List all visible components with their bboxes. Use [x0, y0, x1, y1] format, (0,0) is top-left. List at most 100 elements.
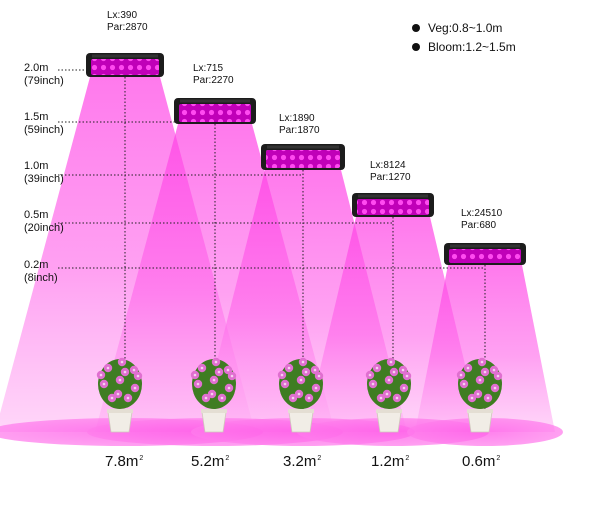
light-reading: Lx:1890 Par:1870	[279, 113, 320, 137]
plants	[96, 357, 503, 433]
led-array	[266, 150, 340, 168]
light-reading: Lx:390 Par:2870	[107, 10, 148, 34]
height-meters: 2.0m	[24, 62, 49, 74]
flower-center	[402, 386, 406, 390]
flower-center	[123, 370, 127, 374]
flower-center	[280, 373, 284, 377]
potted-plant	[96, 357, 143, 433]
plant-pot	[107, 411, 133, 433]
plant-pot	[467, 411, 493, 433]
coverage-area: 1.2m2	[371, 453, 409, 470]
flower-center	[132, 368, 136, 372]
par-value: Par:1870	[279, 125, 320, 136]
bullet-icon	[412, 24, 420, 32]
flower-center	[314, 386, 318, 390]
height-meters: 0.2m	[24, 259, 49, 271]
flower-center	[200, 366, 204, 370]
lamp-vent	[450, 244, 520, 248]
flower-center	[371, 382, 375, 386]
lamps	[86, 53, 526, 265]
coverage-area: 0.6m2	[462, 453, 500, 470]
flower-center	[133, 386, 137, 390]
flower-center	[470, 396, 474, 400]
area-unit: 2	[225, 455, 230, 462]
light-reading: Lx:24510 Par:680	[461, 208, 502, 232]
lamp-vent	[267, 145, 339, 149]
flower-center	[368, 373, 372, 377]
flower-center	[462, 382, 466, 386]
height-label: 1.5m (59inch)	[24, 111, 64, 137]
lamp-vent	[92, 54, 158, 58]
coverage-area: 3.2m2	[283, 453, 321, 470]
lux-value: Lx:390	[107, 10, 138, 21]
flower-center	[120, 360, 124, 364]
flower-center	[291, 396, 295, 400]
flower-center	[106, 366, 110, 370]
area-value: 5.2m	[191, 453, 225, 470]
flower-center	[401, 368, 405, 372]
legend-label: Bloom:1.2~1.5m	[428, 40, 516, 54]
flower-center	[220, 396, 224, 400]
flower-center	[214, 360, 218, 364]
flower-center	[110, 396, 114, 400]
area-unit: 2	[139, 455, 144, 462]
height-meters: 1.0m	[24, 160, 49, 172]
height-inches: (59inch)	[24, 124, 64, 136]
plant-pot	[288, 411, 314, 433]
light-reading: Lx:715 Par:2270	[193, 63, 234, 87]
plant-pot	[376, 411, 402, 433]
flower-center	[212, 378, 216, 382]
led-array	[91, 59, 159, 75]
flower-center	[307, 396, 311, 400]
light-beam	[415, 265, 555, 432]
flower-center	[99, 373, 103, 377]
light-reading: Lx:8124 Par:1270	[370, 160, 411, 184]
flower-center	[459, 373, 463, 377]
flower-center	[392, 370, 396, 374]
flower-center	[116, 392, 120, 396]
area-value: 1.2m	[371, 453, 405, 470]
led-array	[357, 199, 429, 215]
area-value: 7.8m	[105, 453, 139, 470]
flower-center	[385, 392, 389, 396]
par-value: Par:1270	[370, 172, 411, 183]
lux-value: Lx:1890	[279, 113, 315, 124]
height-label: 2.0m (79inch)	[24, 62, 64, 88]
height-inches: (20inch)	[24, 222, 64, 234]
height-inches: (39inch)	[24, 173, 64, 185]
flower-center	[486, 396, 490, 400]
flower-center	[102, 382, 106, 386]
flower-center	[299, 378, 303, 382]
led-array	[449, 249, 521, 263]
potted-plant	[456, 357, 503, 433]
flower-center	[118, 378, 122, 382]
flower-center	[387, 378, 391, 382]
flower-center	[297, 392, 301, 396]
flower-center	[405, 374, 409, 378]
flower-center	[317, 374, 321, 378]
height-meters: 0.5m	[24, 209, 49, 221]
grow-light-panel	[444, 243, 526, 265]
plant-pot	[201, 411, 227, 433]
flower-center	[483, 370, 487, 374]
lux-value: Lx:715	[193, 63, 224, 74]
grow-light-panel	[261, 144, 345, 170]
flower-center	[492, 368, 496, 372]
flower-center	[301, 360, 305, 364]
flower-center	[313, 368, 317, 372]
legend-item-veg: Veg:0.8~1.0m	[412, 21, 502, 35]
area-unit: 2	[496, 455, 501, 462]
plant-pot-rim	[288, 409, 314, 413]
height-meters: 1.5m	[24, 111, 49, 123]
height-inches: (8inch)	[24, 272, 58, 284]
flower-center	[478, 378, 482, 382]
flower-center	[210, 392, 214, 396]
flower-center	[493, 386, 497, 390]
flower-center	[226, 368, 230, 372]
flower-center	[375, 366, 379, 370]
flower-center	[389, 360, 393, 364]
area-unit: 2	[405, 455, 410, 462]
grow-light-panel	[174, 98, 256, 124]
